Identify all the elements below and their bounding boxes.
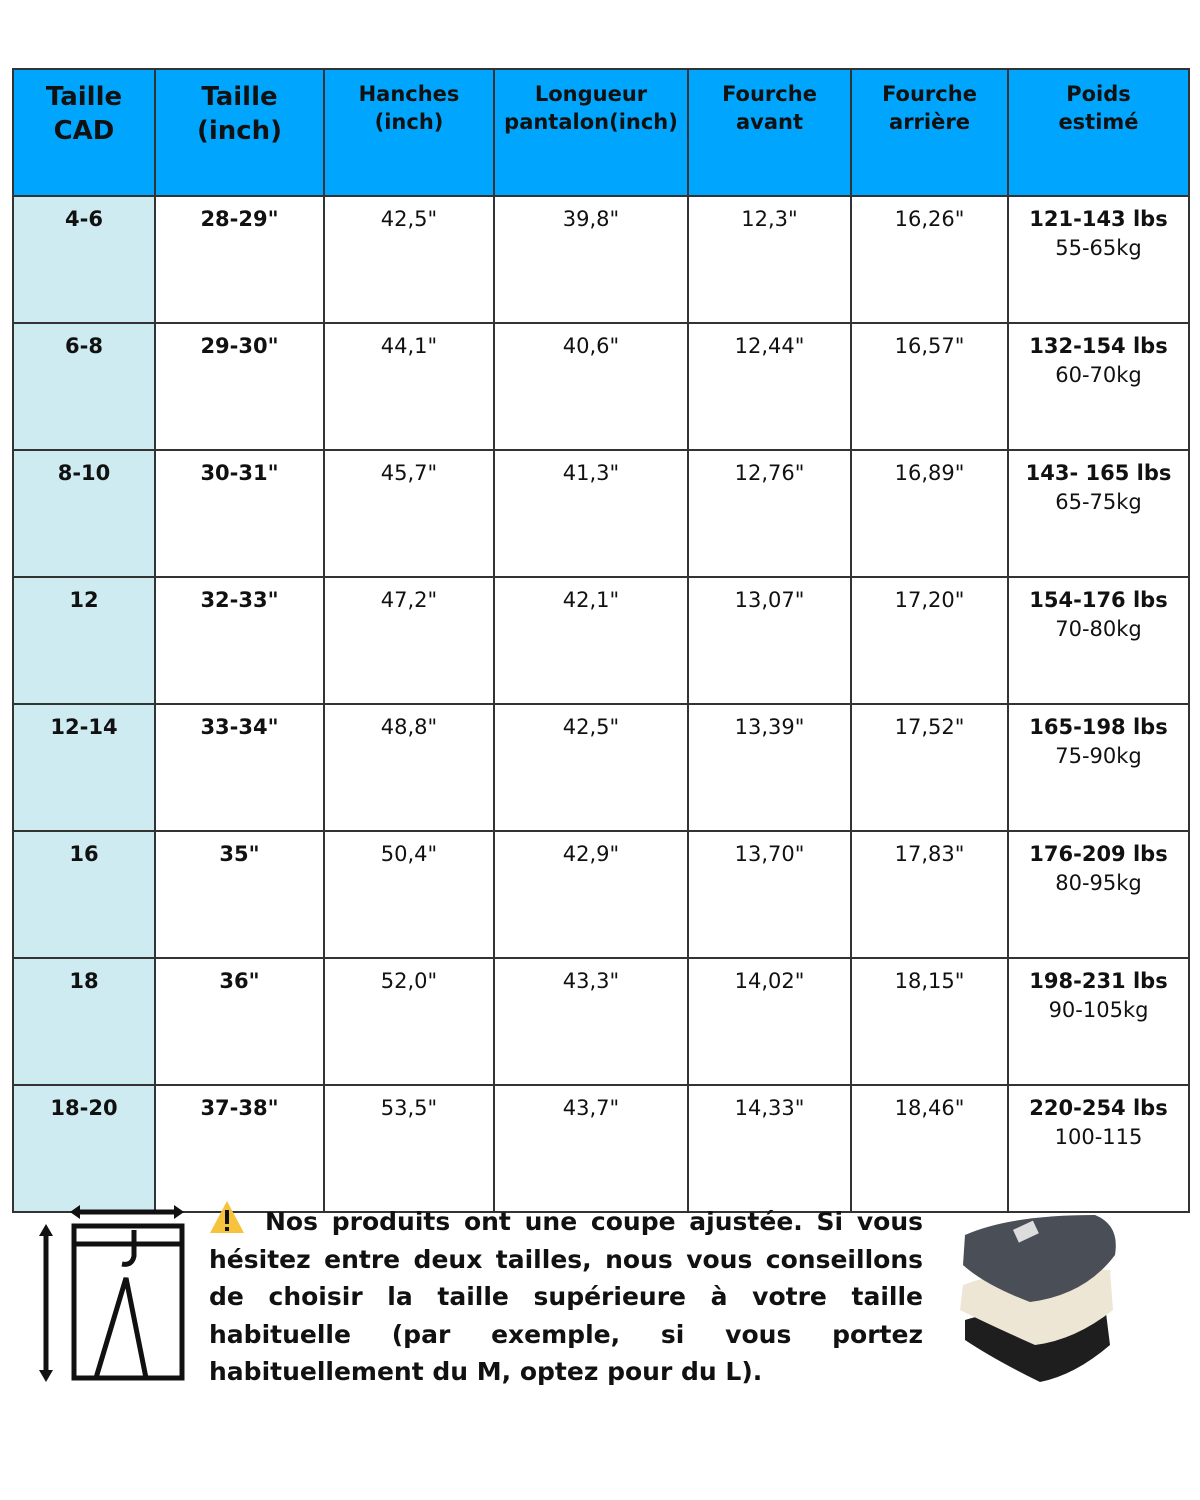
table-row: 16 35" 50,4" 42,9" 13,70" 17,83" 176-209 lbs 80… [12, 830, 1190, 959]
weight-kg: 100-115 [1054, 1125, 1143, 1149]
column-header: Taille CAD [12, 68, 156, 197]
cell-arriere: 16,57" [850, 322, 1009, 451]
cell-poids: 143- 165 lbs 65-75kg [1007, 449, 1190, 578]
column-header: Poids estimé [1007, 68, 1190, 197]
cell-hanches: 47,2" [323, 576, 495, 705]
cell-avant: 13,39" [687, 703, 852, 832]
cell-arriere: 16,26" [850, 195, 1009, 324]
cell-avant: 13,07" [687, 576, 852, 705]
weight-kg: 55-65kg [1055, 236, 1142, 260]
warning-icon [210, 1201, 244, 1233]
cell-taille: 28-29" [154, 195, 325, 324]
cell-hanches: 45,7" [323, 449, 495, 578]
weight-lbs: 121-143 lbs [1029, 207, 1168, 231]
cell-avant: 12,76" [687, 449, 852, 578]
cell-hanches: 53,5" [323, 1084, 495, 1213]
weight-kg: 60-70kg [1055, 363, 1142, 387]
weight-lbs: 165-198 lbs [1029, 715, 1168, 739]
cell-arriere: 18,46" [850, 1084, 1009, 1213]
table-row: 12-14 33-34" 48,8" 42,5" 13,39" 17,52" 165-198… [12, 703, 1190, 832]
cell-arriere: 17,83" [850, 830, 1009, 959]
cell-cad: 16 [12, 830, 156, 959]
cell-taille: 36" [154, 957, 325, 1086]
table-row: 12 32-33" 47,2" 42,1" 13,07" 17,20" 154-176 lb… [12, 576, 1190, 705]
cell-taille: 37-38" [154, 1084, 325, 1213]
weight-kg: 90-105kg [1048, 998, 1149, 1022]
weight-kg: 65-75kg [1055, 490, 1142, 514]
column-header: Longueur pantalon(inch) [493, 68, 689, 197]
fit-advice-note: Nos produits ont une coupe ajustée. Si v… [209, 1200, 923, 1391]
cell-arriere: 16,89" [850, 449, 1009, 578]
cell-cad: 6-8 [12, 322, 156, 451]
weight-lbs: 198-231 lbs [1029, 969, 1168, 993]
cell-poids: 198-231 lbs 90-105kg [1007, 957, 1190, 1086]
weight-lbs: 132-154 lbs [1029, 334, 1168, 358]
cell-hanches: 42,5" [323, 195, 495, 324]
cell-poids: 121-143 lbs 55-65kg [1007, 195, 1190, 324]
cell-avant: 12,3" [687, 195, 852, 324]
table-row: 8-10 30-31" 45,7" 41,3" 12,76" 16,89" 143- 165… [12, 449, 1190, 578]
weight-kg: 70-80kg [1055, 617, 1142, 641]
weight-kg: 80-95kg [1055, 871, 1142, 895]
table-row: 6-8 29-30" 44,1" 40,6" 12,44" 16,57" 132-154 l… [12, 322, 1190, 451]
weight-lbs: 220-254 lbs [1029, 1096, 1168, 1120]
cell-hanches: 52,0" [323, 957, 495, 1086]
cell-longueur: 41,3" [493, 449, 689, 578]
weight-lbs: 154-176 lbs [1029, 588, 1168, 612]
column-header: Fourche arrière [850, 68, 1009, 197]
cell-arriere: 18,15" [850, 957, 1009, 1086]
size-chart-table: Taille CAD Taille (inch) Hanches (inch) Lon… [12, 68, 1190, 1213]
column-header: Taille (inch) [154, 68, 325, 197]
cell-poids: 176-209 lbs 80-95kg [1007, 830, 1190, 959]
column-header: Hanches (inch) [323, 68, 495, 197]
cell-cad: 8-10 [12, 449, 156, 578]
cell-avant: 12,44" [687, 322, 852, 451]
cell-longueur: 42,9" [493, 830, 689, 959]
cell-longueur: 43,3" [493, 957, 689, 1086]
cell-poids: 154-176 lbs 70-80kg [1007, 576, 1190, 705]
cell-cad: 4-6 [12, 195, 156, 324]
cell-avant: 13,70" [687, 830, 852, 959]
jacket-stack-image [960, 1215, 1116, 1382]
cell-poids: 132-154 lbs 60-70kg [1007, 322, 1190, 451]
cell-arriere: 17,20" [850, 576, 1009, 705]
cell-arriere: 17,52" [850, 703, 1009, 832]
weight-lbs: 176-209 lbs [1029, 842, 1168, 866]
cell-longueur: 42,5" [493, 703, 689, 832]
cell-cad: 18 [12, 957, 156, 1086]
table-row: 18 36" 52,0" 43,3" 14,02" 18,15" 198-231 lbs 90… [12, 957, 1190, 1086]
weight-kg: 75-90kg [1055, 744, 1142, 768]
cell-taille: 29-30" [154, 322, 325, 451]
cell-cad: 12-14 [12, 703, 156, 832]
note-text: Nos produits ont une coupe ajustée. Si v… [209, 1207, 923, 1386]
weight-lbs: 143- 165 lbs [1025, 461, 1172, 485]
cell-poids: 165-198 lbs 75-90kg [1007, 703, 1190, 832]
cell-longueur: 42,1" [493, 576, 689, 705]
table-row: 18-20 37-38" 53,5" 43,7" 14,33" 18,46" 220-254… [12, 1084, 1190, 1213]
cell-taille: 32-33" [154, 576, 325, 705]
cell-poids: 220-254 lbs 100-115 [1007, 1084, 1190, 1213]
cell-cad: 12 [12, 576, 156, 705]
cell-taille: 35" [154, 830, 325, 959]
cell-avant: 14,33" [687, 1084, 852, 1213]
cell-avant: 14,02" [687, 957, 852, 1086]
cell-longueur: 43,7" [493, 1084, 689, 1213]
cell-hanches: 44,1" [323, 322, 495, 451]
cell-hanches: 48,8" [323, 703, 495, 832]
cell-taille: 30-31" [154, 449, 325, 578]
header-row: Taille CAD Taille (inch) Hanches (inch) Lon… [12, 68, 1190, 197]
cell-taille: 33-34" [154, 703, 325, 832]
column-header: Fourche avant [687, 68, 852, 197]
table-row: 4-6 28-29" 42,5" 39,8" 12,3" 16,26" 121-143 lb… [12, 195, 1190, 324]
cell-longueur: 40,6" [493, 322, 689, 451]
cell-cad: 18-20 [12, 1084, 156, 1213]
pants-measure-icon [39, 1205, 185, 1382]
cell-longueur: 39,8" [493, 195, 689, 324]
cell-hanches: 50,4" [323, 830, 495, 959]
